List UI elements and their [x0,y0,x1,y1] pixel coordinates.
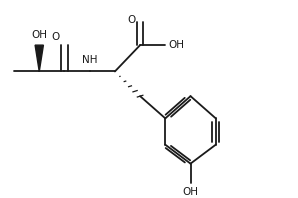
Text: OH: OH [31,30,47,40]
Text: OH: OH [183,187,198,197]
Text: O: O [52,32,60,42]
Text: OH: OH [168,40,184,50]
Text: O: O [128,15,136,26]
Text: NH: NH [82,55,97,65]
Polygon shape [35,45,44,71]
